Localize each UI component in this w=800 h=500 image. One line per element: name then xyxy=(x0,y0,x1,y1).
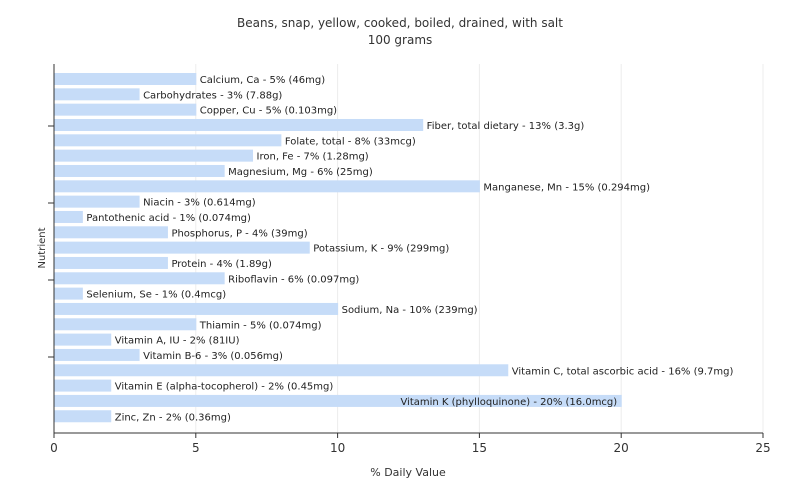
x-tick-label: 15 xyxy=(472,441,487,455)
bar xyxy=(54,134,282,147)
data-label: Zinc, Zn - 2% (0.36mg) xyxy=(115,412,231,423)
bar xyxy=(54,226,168,239)
bar xyxy=(54,195,140,208)
data-label: Iron, Fe - 7% (1.28mg) xyxy=(257,152,369,163)
bar xyxy=(54,164,225,177)
x-tick-label: 10 xyxy=(330,441,345,455)
bar xyxy=(54,394,622,407)
data-label: Protein - 4% (1.89g) xyxy=(171,259,272,270)
bar xyxy=(54,379,112,392)
chart-title: Beans, snap, yellow, cooked, boiled, dra… xyxy=(237,16,563,30)
bar xyxy=(54,241,310,254)
data-label: Thiamin - 5% (0.074mg) xyxy=(199,320,322,331)
data-label: Folate, total - 8% (33mcg) xyxy=(285,136,416,147)
bar xyxy=(54,318,197,331)
data-label: Fiber, total dietary - 13% (3.3g) xyxy=(427,121,585,132)
bar xyxy=(54,118,424,131)
bar xyxy=(54,88,140,101)
data-label: Vitamin K (phylloquinone) - 20% (16.0mcg… xyxy=(400,397,617,408)
data-label: Riboflavin - 6% (0.097mg) xyxy=(228,274,359,285)
axis-layer: 0 5 10 15 20 25 xyxy=(48,64,771,455)
data-label-layer: Calcium, Ca - 5% (46mg) Carbohydrates - 3… xyxy=(86,75,733,423)
bar xyxy=(54,410,112,423)
data-label: Potassium, K - 9% (299mg) xyxy=(313,244,449,255)
data-label: Carbohydrates - 3% (7.88g) xyxy=(143,90,282,101)
x-tick-label: 20 xyxy=(614,441,629,455)
data-label: Vitamin C, total ascorbic acid - 16% (9.… xyxy=(512,366,734,377)
bar xyxy=(54,272,225,285)
bar xyxy=(54,333,112,346)
x-tick-label: 25 xyxy=(755,441,770,455)
chart-subtitle: 100 grams xyxy=(367,33,433,47)
bar-layer xyxy=(54,73,622,423)
bar xyxy=(54,210,83,223)
bar xyxy=(54,287,83,300)
bar xyxy=(54,149,254,162)
bar xyxy=(54,302,339,315)
data-label: Niacin - 3% (0.614mg) xyxy=(143,198,256,209)
bar xyxy=(54,348,140,361)
bar xyxy=(54,103,197,116)
data-label: Pantothenic acid - 1% (0.074mg) xyxy=(86,213,251,224)
bar xyxy=(54,256,168,269)
data-label: Calcium, Ca - 5% (46mg) xyxy=(200,75,325,86)
data-label: Selenium, Se - 1% (0.4mcg) xyxy=(86,290,226,301)
data-label: Manganese, Mn - 15% (0.294mg) xyxy=(483,182,650,193)
y-axis-title: Nutrient xyxy=(37,227,48,268)
data-label: Phosphorus, P - 4% (39mg) xyxy=(171,228,307,239)
data-label: Vitamin A, IU - 2% (81IU) xyxy=(115,336,240,347)
x-axis-title: % Daily Value xyxy=(370,466,446,479)
data-label: Magnesium, Mg - 6% (25mg) xyxy=(228,167,373,178)
bar xyxy=(54,73,197,85)
bar xyxy=(54,180,480,193)
x-tick-label: 0 xyxy=(50,441,58,455)
data-label: Vitamin B-6 - 3% (0.056mg) xyxy=(143,351,283,362)
data-label: Sodium, Na - 10% (239mg) xyxy=(342,305,478,316)
x-tick-label: 5 xyxy=(192,441,200,455)
data-label: Vitamin E (alpha-tocopherol) - 2% (0.45m… xyxy=(115,382,334,393)
bar xyxy=(54,364,509,377)
data-label: Copper, Cu - 5% (0.103mg) xyxy=(200,106,337,117)
